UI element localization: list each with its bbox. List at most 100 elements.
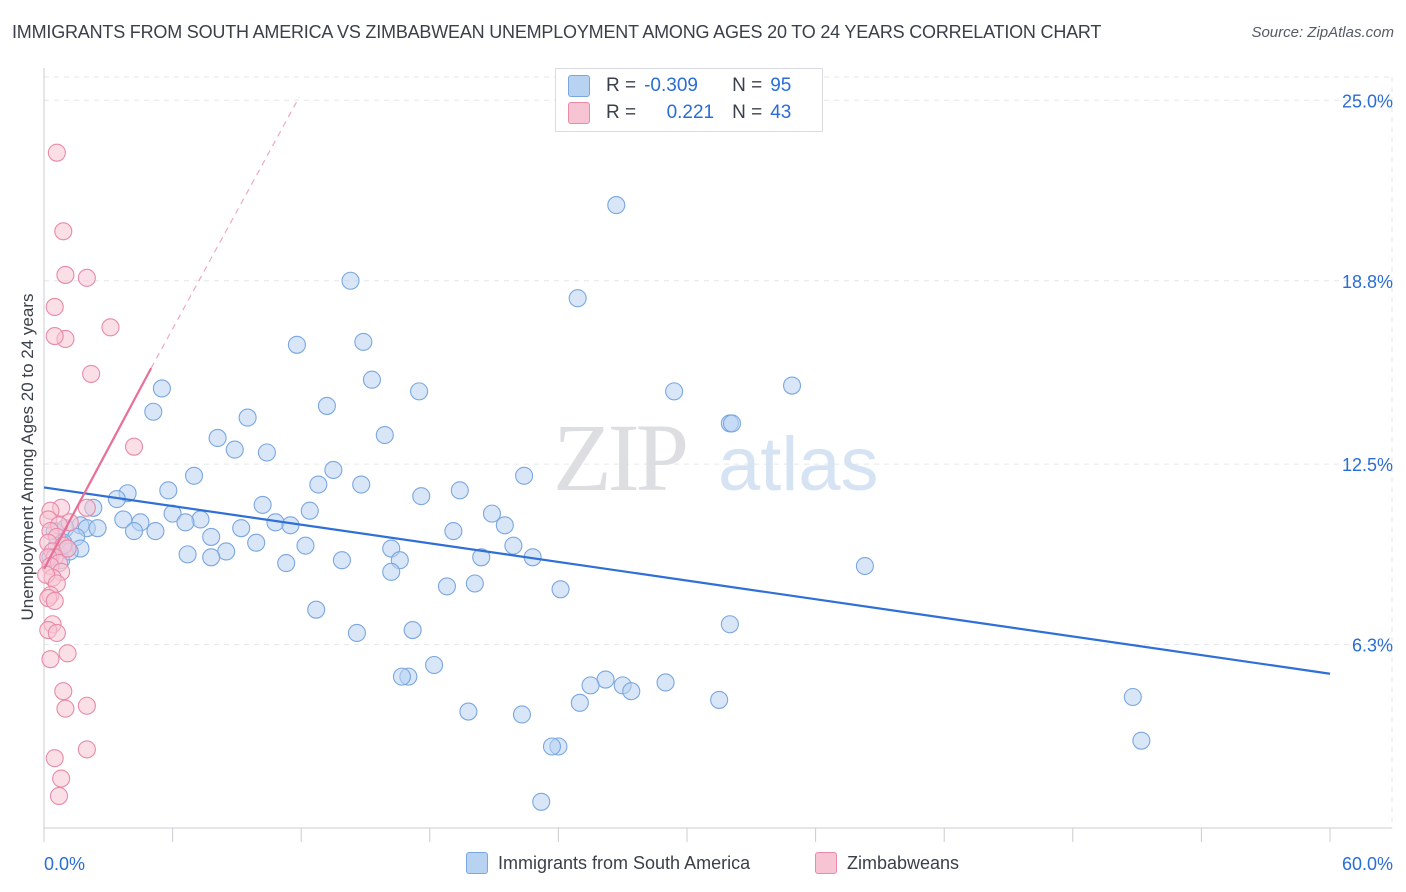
point-south-america <box>341 271 360 290</box>
point-south-america <box>277 554 296 573</box>
point-south-america <box>581 676 600 695</box>
trend-line-zimbabwean <box>43 367 153 570</box>
point-south-america <box>1132 731 1151 750</box>
legend-label: Zimbabweans <box>847 852 960 873</box>
point-south-america <box>482 504 502 523</box>
point-south-america <box>114 510 133 529</box>
point-south-america <box>782 376 802 395</box>
y-tick-label: 6.3% <box>1352 636 1393 656</box>
point-zimbabwean <box>77 268 96 287</box>
legend-row-zimbabweans: R = 0.221 N = 43 <box>568 102 791 124</box>
point-south-america <box>257 443 276 462</box>
point-zimbabwean <box>77 740 96 759</box>
chart-title: IMMIGRANTS FROM SOUTH AMERICA VS ZIMBABW… <box>12 22 1102 42</box>
legend-item-south-america[interactable]: Immigrants from South America <box>466 852 750 874</box>
point-south-america <box>512 705 532 724</box>
point-zimbabwean <box>45 749 64 768</box>
source-label: Source: ZipAtlas.com <box>1251 24 1394 41</box>
point-south-america <box>88 519 107 538</box>
point-south-america <box>202 548 221 567</box>
point-south-america <box>146 522 165 541</box>
legend-swatch-blue <box>466 852 488 874</box>
point-south-america <box>403 621 422 640</box>
point-south-america <box>309 475 328 494</box>
legend-n-value: 43 <box>770 102 792 123</box>
legend-n-label: N = <box>732 75 763 96</box>
point-south-america <box>324 460 343 480</box>
point-south-america <box>722 414 742 433</box>
point-south-america <box>437 577 456 596</box>
bottom-legend: Immigrants from South America Zimbabwean… <box>0 850 1406 880</box>
point-south-america <box>247 533 266 552</box>
point-south-america <box>178 545 197 564</box>
point-zimbabwean <box>52 769 71 788</box>
point-south-america <box>202 527 221 546</box>
point-south-america <box>622 682 641 701</box>
point-zimbabwean <box>41 650 60 669</box>
legend-n-label: N = <box>732 102 763 123</box>
x-tick-label: 60.0% <box>1342 854 1393 874</box>
point-south-america <box>300 501 319 520</box>
point-south-america <box>472 548 491 567</box>
point-zimbabwean <box>77 498 96 517</box>
point-zimbabwean <box>54 222 73 241</box>
point-south-america <box>410 382 429 401</box>
point-zimbabwean <box>45 297 64 317</box>
watermark-zip: ZIP <box>553 404 686 511</box>
point-zimbabwean <box>58 539 77 558</box>
point-south-america <box>382 562 401 581</box>
legend-swatch-pink <box>568 102 590 124</box>
point-south-america <box>1123 687 1142 707</box>
legend-label: Immigrants from South America <box>498 852 751 873</box>
legend-r-label: R = <box>606 102 637 123</box>
legend-r-value: -0.309 <box>644 75 698 96</box>
x-tick-label: 0.0% <box>44 854 85 874</box>
point-south-america <box>495 516 514 535</box>
point-south-america <box>596 670 615 689</box>
point-south-america <box>444 522 463 541</box>
point-south-america <box>532 792 551 811</box>
point-south-america <box>354 332 373 351</box>
point-south-america <box>144 402 163 421</box>
point-south-america <box>375 425 394 445</box>
point-south-america <box>253 495 272 514</box>
point-south-america <box>570 693 589 712</box>
legend-swatch-pink <box>815 852 837 874</box>
point-south-america <box>855 556 874 576</box>
point-south-america <box>459 702 478 721</box>
y-axis-title: Unemployment Among Ages 20 to 24 years <box>18 294 37 621</box>
point-south-america <box>465 574 484 593</box>
point-zimbabwean <box>45 591 64 611</box>
point-south-america <box>296 536 315 555</box>
point-zimbabwean <box>82 364 101 383</box>
legend-n-value: 95 <box>770 75 792 96</box>
y-tick-label: 25.0% <box>1342 91 1393 111</box>
point-zimbabwean <box>47 623 66 643</box>
point-south-america <box>176 513 195 532</box>
point-south-america <box>347 623 366 643</box>
point-south-america <box>515 466 534 485</box>
point-south-america <box>568 289 587 308</box>
point-south-america <box>607 196 626 215</box>
y-tick-label: 18.8% <box>1342 272 1393 292</box>
point-south-america <box>352 475 371 494</box>
point-south-america <box>542 737 562 756</box>
point-south-america <box>307 600 326 619</box>
legend-r-value: 0.221 <box>666 102 715 123</box>
point-south-america <box>191 510 210 529</box>
watermark-atlas: atlas <box>718 422 879 507</box>
point-south-america <box>656 673 675 692</box>
point-south-america <box>232 519 251 538</box>
legend-item-zimbabweans[interactable]: Zimbabweans <box>815 852 959 874</box>
point-south-america <box>159 481 178 500</box>
point-south-america <box>450 481 469 500</box>
point-zimbabwean <box>47 143 66 162</box>
point-zimbabwean <box>56 265 75 284</box>
point-south-america <box>184 466 204 485</box>
point-zimbabwean <box>77 696 96 715</box>
point-south-america <box>504 536 523 555</box>
point-south-america <box>238 408 257 427</box>
point-south-america <box>332 551 351 570</box>
legend-swatch-blue <box>568 75 590 97</box>
point-south-america <box>551 580 570 599</box>
